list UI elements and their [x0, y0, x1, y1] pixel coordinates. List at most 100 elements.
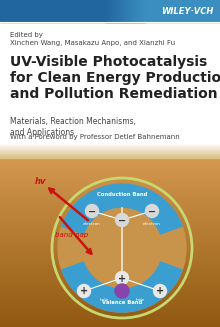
Bar [0, 196, 220, 198]
Bar [0, 190, 220, 192]
Bar [0, 240, 220, 241]
Bar [0, 326, 220, 327]
Bar [0, 155, 220, 156]
Bar [119, 0, 120, 22]
Bar [0, 290, 220, 292]
Bar [126, 0, 127, 22]
Bar [114, 0, 115, 22]
Text: hv: hv [34, 178, 46, 186]
Bar [0, 231, 220, 232]
Text: +: + [156, 286, 164, 297]
Text: band gap: band gap [55, 232, 88, 238]
Text: +: + [118, 273, 126, 284]
Circle shape [116, 271, 128, 284]
Text: hole: hole [99, 298, 109, 302]
Text: electron: electron [83, 222, 101, 226]
Bar [0, 151, 220, 152]
Bar [106, 0, 107, 22]
Bar [0, 195, 220, 196]
Bar [0, 286, 220, 287]
Bar [0, 235, 220, 237]
Bar [0, 276, 220, 278]
Bar [0, 204, 220, 206]
Bar [0, 212, 220, 213]
Bar [0, 271, 220, 272]
Bar [0, 193, 220, 195]
Bar [0, 0, 220, 158]
Bar [0, 192, 220, 193]
Bar [0, 309, 220, 310]
Bar [0, 168, 220, 169]
Bar [0, 207, 220, 209]
Bar [0, 172, 220, 174]
Bar [0, 162, 220, 164]
Bar [125, 0, 126, 22]
Bar [0, 323, 220, 324]
Bar [137, 0, 138, 22]
Bar [0, 166, 220, 168]
Bar [0, 148, 220, 149]
Bar [0, 220, 220, 221]
Bar [122, 0, 123, 22]
Text: With a Foreword by Professor Detlef Bahnemann: With a Foreword by Professor Detlef Bahn… [10, 134, 180, 140]
Bar [130, 0, 131, 22]
Bar [0, 267, 220, 268]
Bar [0, 144, 220, 145]
Bar [0, 185, 220, 186]
Circle shape [77, 284, 90, 298]
Text: electron: electron [143, 222, 161, 226]
Bar [113, 0, 114, 22]
Bar [0, 179, 220, 181]
Bar [0, 243, 220, 244]
Bar [111, 0, 112, 22]
Bar [0, 224, 220, 226]
Bar [0, 310, 220, 312]
Bar [0, 206, 220, 207]
Bar [0, 0, 145, 22]
Bar [0, 313, 220, 314]
Bar [110, 0, 111, 22]
Bar [134, 0, 135, 22]
Bar [0, 153, 220, 154]
Bar [123, 0, 124, 22]
Bar [0, 217, 220, 218]
Bar [0, 304, 220, 306]
Bar [0, 307, 220, 309]
Text: −: − [148, 206, 156, 216]
Bar [0, 227, 220, 229]
Circle shape [58, 184, 186, 312]
Bar [112, 0, 113, 22]
Bar [0, 186, 220, 188]
Text: UV-Visible Photocatalysis
for Clean Energy Production
and Pollution Remediation: UV-Visible Photocatalysis for Clean Ener… [10, 55, 220, 101]
Bar [0, 161, 220, 162]
Bar [0, 158, 220, 159]
Bar [0, 203, 220, 204]
Bar [0, 317, 220, 318]
Bar [0, 251, 220, 252]
Bar [0, 272, 220, 273]
Text: WILEY·VCH: WILEY·VCH [161, 7, 213, 15]
Bar [141, 0, 142, 22]
Bar [0, 145, 220, 146]
Bar [115, 0, 116, 22]
Bar [0, 183, 220, 185]
Bar [0, 174, 220, 175]
Bar [117, 0, 118, 22]
Circle shape [145, 204, 158, 217]
Wedge shape [62, 262, 182, 312]
Bar [135, 0, 136, 22]
Bar [138, 0, 139, 22]
Bar [0, 223, 220, 224]
Bar [128, 0, 129, 22]
Wedge shape [62, 184, 182, 234]
Bar [0, 318, 220, 320]
Bar [0, 181, 220, 182]
Bar [0, 200, 220, 202]
Bar [108, 0, 109, 22]
Bar [0, 189, 220, 190]
Bar [133, 0, 134, 22]
Bar [0, 244, 220, 245]
Bar [107, 0, 108, 22]
Bar [0, 152, 220, 153]
Bar [0, 245, 220, 247]
